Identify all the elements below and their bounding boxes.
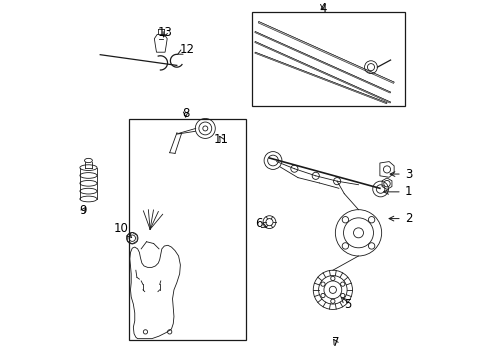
Bar <box>128 119 246 340</box>
Polygon shape <box>254 52 386 104</box>
Text: 1: 1 <box>383 185 411 198</box>
Text: 4: 4 <box>319 2 326 15</box>
Text: 11: 11 <box>213 132 228 146</box>
Text: 7: 7 <box>331 336 338 349</box>
Text: 10: 10 <box>114 222 131 238</box>
Polygon shape <box>254 32 390 93</box>
Polygon shape <box>258 22 393 84</box>
Text: 13: 13 <box>158 26 172 39</box>
Text: 2: 2 <box>388 212 411 225</box>
Text: 8: 8 <box>182 107 189 120</box>
Text: 12: 12 <box>177 43 195 56</box>
Text: 9: 9 <box>80 204 87 217</box>
Polygon shape <box>254 41 390 103</box>
Text: 3: 3 <box>389 167 411 181</box>
Text: 5: 5 <box>341 297 351 311</box>
Bar <box>251 12 404 106</box>
Text: 6: 6 <box>254 217 266 230</box>
